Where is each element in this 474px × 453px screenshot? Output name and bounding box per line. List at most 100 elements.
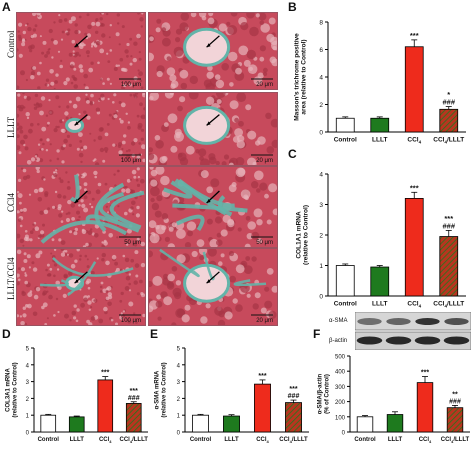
y-tick-label: 2 [319,233,323,240]
significance-mark: * [447,90,450,99]
panel-letter-d: D [2,327,11,341]
y-tick-label: 100 [335,415,346,421]
significance-mark: *** [258,373,266,380]
panel-letter-a: A [2,0,11,14]
micrograph-r4-c2: 20 μm [148,248,278,326]
row-label-lllt-ccl4: LLLT/CCl4 [6,257,16,300]
scale-bar-label: 50 μm [124,240,141,246]
significance-mark: ### [442,98,455,107]
y-tick-label: 0 [319,130,323,137]
y-tick-label: 6 [319,47,323,54]
y-tick-label: 4 [26,363,30,369]
micrograph-r2-c1: 100 μm [16,92,146,166]
y-tick-label: 0 [26,431,30,437]
bar-lllt [386,414,404,433]
scale-bar-label: 20 μm [256,82,273,88]
significance-mark: *** [289,386,297,393]
bar-control [40,414,57,433]
bar-control [335,265,355,297]
micrograph-r1-c2: 20 μm [148,12,278,90]
x-tick-label: CCl4/LLLT [433,137,464,145]
y-tick-label: 0 [177,431,181,437]
band-asma [357,318,382,325]
y-tick-label: 3 [26,380,30,386]
x-tick-label: CCl4 [407,301,421,309]
y-tick-label: 1 [319,263,323,270]
x-tick-label: CCl4/LLLT [279,437,308,444]
bar-ccl4 [416,382,434,433]
y-axis-label: α-SMA/β-actin(% of Control) [318,373,331,414]
band-bactin [414,336,441,345]
significance-mark: *** [444,214,453,223]
bar-ccl4 [97,379,114,433]
x-tick-label: CCl4 [419,437,432,444]
x-tick-label: CCl4 [99,437,112,444]
x-tick-label: Control [190,437,212,443]
significance-mark: ### [442,221,455,230]
x-tick-label: LLLT [70,437,85,443]
micrograph-r2-c2: 20 μm [148,92,278,166]
bar-ccl4-lllt [439,108,459,133]
band-asma [415,318,440,325]
x-tick-label: CCl4 [407,137,421,145]
micrograph-r3-c2: 50 μm [148,166,278,248]
bar-lllt [223,415,240,433]
scale-bar-label: 20 μm [256,318,273,324]
micrograph-r4-c1: 100 μm [16,248,146,326]
bar-control [335,117,355,133]
y-tick-label: 5 [26,347,30,353]
bar-ccl4 [254,383,271,433]
bar-ccl4-lllt [439,236,459,297]
y-tick-label: 500 [335,355,346,361]
panel-letter-e: E [150,327,159,341]
y-tick-label: 2 [26,397,30,403]
x-tick-label: LLLT [372,137,387,144]
y-tick-label: 0 [342,431,346,437]
significance-mark: *** [410,31,419,40]
band-asma [386,318,411,325]
y-axis-label: Masson's trichrome positivearea (relativ… [293,33,307,121]
wb-label-asma: α-SMA [329,318,348,324]
micrograph-r3-c1: 50 μm [16,166,146,248]
y-axis-label: α-SMA mRNA(relative to Control) [155,362,168,417]
panel-letter-b: B [288,0,297,14]
significance-mark: ### [288,393,300,400]
bar-ccl4-lllt [446,407,464,433]
y-tick-label: 200 [335,400,346,406]
significance-mark: *** [421,370,429,377]
y-tick-label: 300 [335,385,346,391]
significance-mark: ** [452,391,458,398]
wb-label-bactin: β-actin [329,338,348,344]
significance-mark: *** [410,183,419,192]
y-tick-label: 400 [335,370,346,376]
x-tick-label: LLLT [372,301,387,308]
band-bactin [356,336,383,345]
x-tick-label: Control [38,437,60,443]
x-tick-label: CCl4/LLLT [120,437,149,444]
western-blot: α-SMA β-actin [329,312,471,350]
y-axis-label: COL1A1 mRNA(relative to Control) [295,205,309,265]
bar-lllt [370,266,390,297]
y-tick-label: 2 [319,102,323,109]
scale-bar-label: 100 μm [121,158,141,164]
x-tick-label: CCl4/LLLT [441,437,470,444]
panel-letter-c: C [288,147,297,161]
bar-control [192,414,209,433]
band-bactin [385,336,412,345]
x-tick-label: LLLT [224,437,239,443]
x-tick-label: CCl4 [256,437,269,444]
band-bactin [443,336,470,345]
bar-ccl4 [404,46,424,133]
y-tick-label: 8 [319,20,323,27]
bar-lllt [370,117,390,133]
bar-ccl4 [404,198,424,297]
row-label-lllt: LLLT [6,116,16,138]
chart-b-masson: 0 2 4 6 8 Masson's trichrome positivearea (re… [292,8,472,146]
row-label-ccl4: CCl4 [6,192,16,212]
row-label-control: Control [6,30,16,58]
micrograph-r1-c1: 100 μm [16,12,146,90]
y-tick-label: 5 [177,347,181,353]
x-tick-label: Control [334,301,357,308]
chart-c-col1a1: 0 1 2 3 4 COL1A1 mRNA(relative to Control) Con… [292,160,472,312]
y-tick-label: 4 [319,75,323,82]
